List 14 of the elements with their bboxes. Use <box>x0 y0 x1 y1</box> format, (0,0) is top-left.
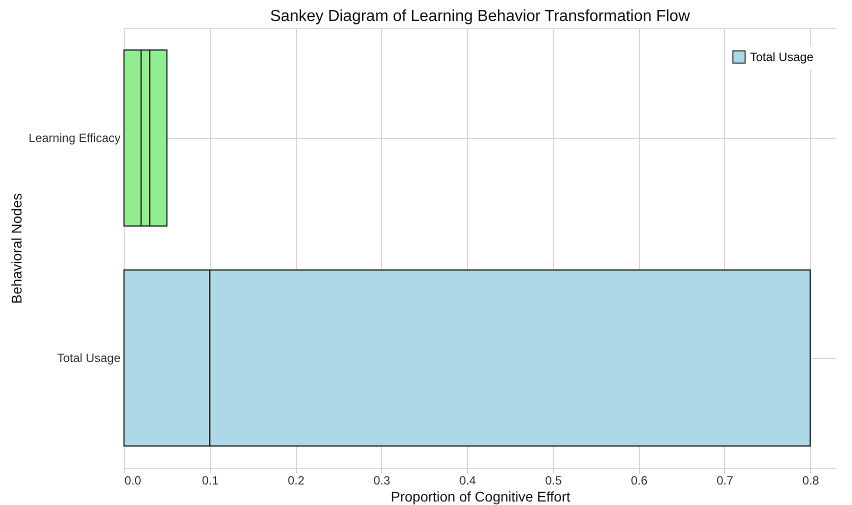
y-axis-title: Behavioral Nodes <box>8 193 25 304</box>
chart-title: Sankey Diagram of Learning Behavior Transformation Flow <box>270 8 690 25</box>
x-tick-label: 0.7 <box>716 474 734 488</box>
x-tick-label: 0.1 <box>202 474 219 488</box>
x-tick-label: 0.4 <box>459 474 476 488</box>
y-tick-label: Learning Efficacy <box>28 131 120 145</box>
x-tick-label: 0.5 <box>545 474 562 488</box>
x-tick-label: 0.8 <box>802 474 820 488</box>
x-tick-label: 0.0 <box>124 474 142 488</box>
x-tick-label: 0.3 <box>374 474 391 488</box>
x-tick-label: 0.6 <box>630 474 648 488</box>
legend-label: Total Usage <box>750 50 814 64</box>
x-axis-title: Proportion of Cognitive Effort <box>390 488 570 504</box>
x-tick-label: 0.2 <box>288 474 305 488</box>
